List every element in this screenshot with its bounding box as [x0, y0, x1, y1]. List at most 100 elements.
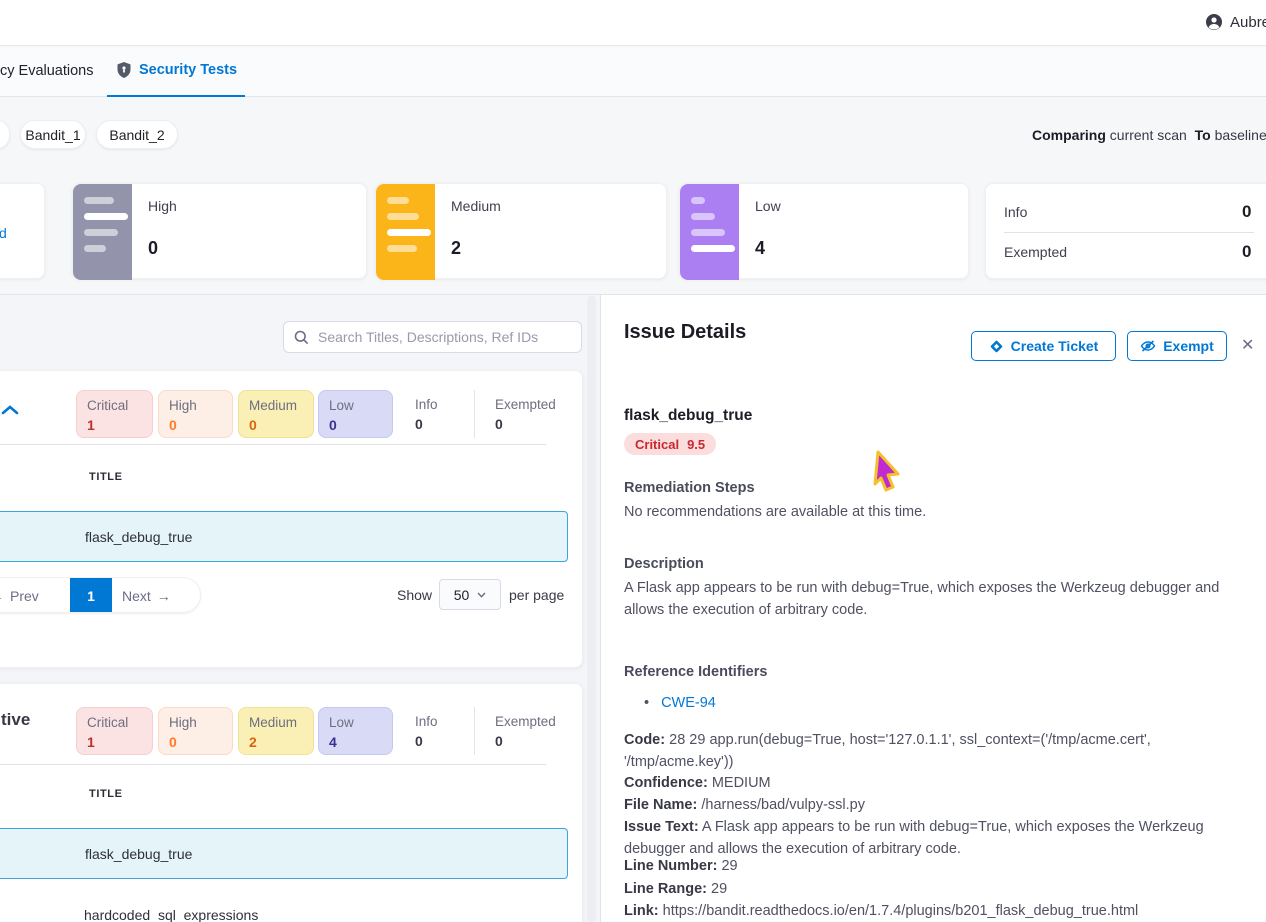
field-line-number: Line Number: 29	[624, 858, 738, 874]
severity-chip-info: Info 0	[415, 397, 438, 432]
user-menu[interactable]: Aubre	[1205, 13, 1266, 31]
title-column-header: TITLE	[89, 788, 123, 800]
partial-link[interactable]: d	[0, 225, 7, 241]
description-text: A Flask app appears to be run with debug…	[624, 580, 1220, 618]
avatar-icon	[1205, 13, 1223, 31]
info-card-divider	[1004, 232, 1254, 233]
high-card-label: High	[148, 198, 177, 214]
tab-bar: cy Evaluations Security Tests	[0, 47, 1266, 97]
prev-arrow-icon: ←	[0, 588, 4, 604]
scan-chip-bandit-1[interactable]: Bandit_1	[20, 120, 86, 149]
medium-card-value: 2	[451, 238, 462, 258]
severity-card-medium: Medium 2	[375, 183, 667, 280]
issue-section-card-1: Critical 1 High 0 Medium 0 Low 0 Info 0 …	[0, 370, 583, 668]
prev-page-button[interactable]: ← Prev	[0, 578, 39, 612]
search-box	[283, 321, 582, 353]
ticket-diamond-icon	[989, 339, 1004, 354]
remediation-heading: Remediation Steps	[624, 480, 755, 496]
reference-identifiers-heading: Reference Identifiers	[624, 664, 768, 680]
low-card-value: 4	[755, 238, 766, 258]
section-2-title-partial: tive	[1, 710, 31, 729]
severity-chip-high: High 0	[158, 390, 233, 438]
section-divider	[0, 294, 1266, 295]
severity-chip-critical: Critical 1	[76, 390, 153, 438]
field-line-range: Line Range: 29	[624, 881, 728, 897]
security-shield-icon	[117, 62, 131, 78]
severity-chip-info: Info 0	[415, 714, 438, 749]
severity-chip-medium: Medium 0	[238, 390, 314, 438]
create-ticket-button[interactable]: Create Ticket	[971, 331, 1116, 361]
issue-details-title: Issue Details	[624, 321, 747, 343]
tab-policy-evaluations[interactable]: cy Evaluations	[0, 63, 94, 79]
next-page-button[interactable]: Next →	[122, 588, 171, 604]
issue-details-panel	[600, 295, 1266, 922]
info-label: Info	[1004, 204, 1028, 220]
exempted-label: Exempted	[1004, 244, 1068, 260]
severity-gauge-low-icon	[680, 184, 739, 280]
top-bar: Aubre	[0, 0, 1266, 46]
severity-score-badge: Critical 9.5	[624, 433, 717, 455]
page-size-select[interactable]: 50	[439, 579, 501, 610]
severity-chip-low: Low 4	[318, 707, 393, 755]
field-confidence: Confidence: MEDIUM	[624, 775, 771, 791]
to-label: To	[1194, 127, 1211, 143]
field-issue-text: Issue Text: A Flask app appears to be ru…	[624, 819, 1204, 857]
current-page-button[interactable]: 1	[70, 578, 112, 612]
comparing-label: Comparing	[1032, 127, 1106, 143]
scan-chip-partial[interactable]	[0, 120, 10, 149]
active-tab-underline	[107, 94, 245, 97]
section-1-collapse-icon[interactable]	[1, 404, 19, 416]
user-name: Aubre	[1230, 13, 1266, 31]
exempted-value: 0	[1242, 242, 1252, 261]
severity-gauge-high-icon	[73, 184, 132, 280]
issue-details-content: Issue Details Create Ticket Exempt ✕ fla…	[600, 295, 1266, 922]
severity-card-info-exempted: Info 0 Exempted 0	[985, 183, 1266, 279]
chevron-down-icon	[477, 592, 486, 598]
exempt-button[interactable]: Exempt	[1127, 331, 1227, 361]
per-page-label: per page	[509, 587, 565, 603]
issue-row-flask-debug-true[interactable]: flask_debug_true	[0, 828, 568, 879]
tab-security-tests[interactable]: Security Tests	[117, 62, 237, 78]
search-icon	[294, 330, 309, 345]
chips-divider	[0, 764, 546, 765]
title-column-header: TITLE	[89, 471, 123, 483]
issue-row-hardcoded-sql-expressions[interactable]: hardcoded_sql_expressions	[0, 885, 568, 922]
severity-chip-low: Low 0	[318, 390, 393, 438]
field-file-name: File Name: /harness/bad/vulpy-ssl.py	[624, 797, 865, 813]
severity-card-low: Low 4	[679, 183, 969, 280]
field-code: Code: 28 29 app.run(debug=True, host='12…	[624, 732, 1151, 770]
chips-divider	[0, 444, 546, 445]
severity-chip-exempted: Exempted 0	[495, 397, 556, 432]
next-arrow-icon: →	[156, 588, 171, 604]
severity-chip-medium: Medium 2	[238, 707, 314, 755]
scrollbar[interactable]	[587, 296, 596, 922]
close-icon[interactable]: ✕	[1241, 337, 1255, 354]
severity-chip-critical: Critical 1	[76, 707, 153, 755]
high-card-value: 0	[148, 238, 159, 258]
chip-separator	[474, 707, 475, 755]
severity-card-high: High 0	[72, 183, 367, 280]
severity-gauge-medium-icon	[376, 184, 435, 280]
field-link: Link: https://bandit.readthedocs.io/en/1…	[624, 903, 1139, 919]
description-heading: Description	[624, 556, 704, 572]
issue-title: flask_debug_true	[624, 407, 753, 424]
info-value: 0	[1242, 202, 1252, 221]
severity-chip-high: High 0	[158, 707, 233, 755]
eye-off-icon	[1140, 339, 1156, 353]
remediation-text: No recommendations are available at this…	[624, 504, 927, 520]
pagination: ← Prev 1 Next →	[0, 577, 201, 613]
severity-chip-exempted: Exempted 0	[495, 714, 556, 749]
medium-card-label: Medium	[451, 198, 501, 214]
show-label: Show	[397, 587, 433, 603]
comparison-text: Comparing current scan To baseline	[1032, 127, 1266, 143]
mouse-cursor	[872, 450, 904, 497]
search-input[interactable]	[316, 328, 571, 346]
scan-chip-bandit-2[interactable]: Bandit_2	[96, 120, 178, 149]
issue-row-flask-debug-true[interactable]: flask_debug_true	[0, 511, 568, 562]
bullet-icon: •	[644, 695, 650, 711]
reference-item: • CWE-94	[644, 695, 716, 711]
cwe-link[interactable]: CWE-94	[661, 695, 716, 711]
chip-separator	[474, 390, 475, 438]
low-card-label: Low	[755, 198, 781, 214]
